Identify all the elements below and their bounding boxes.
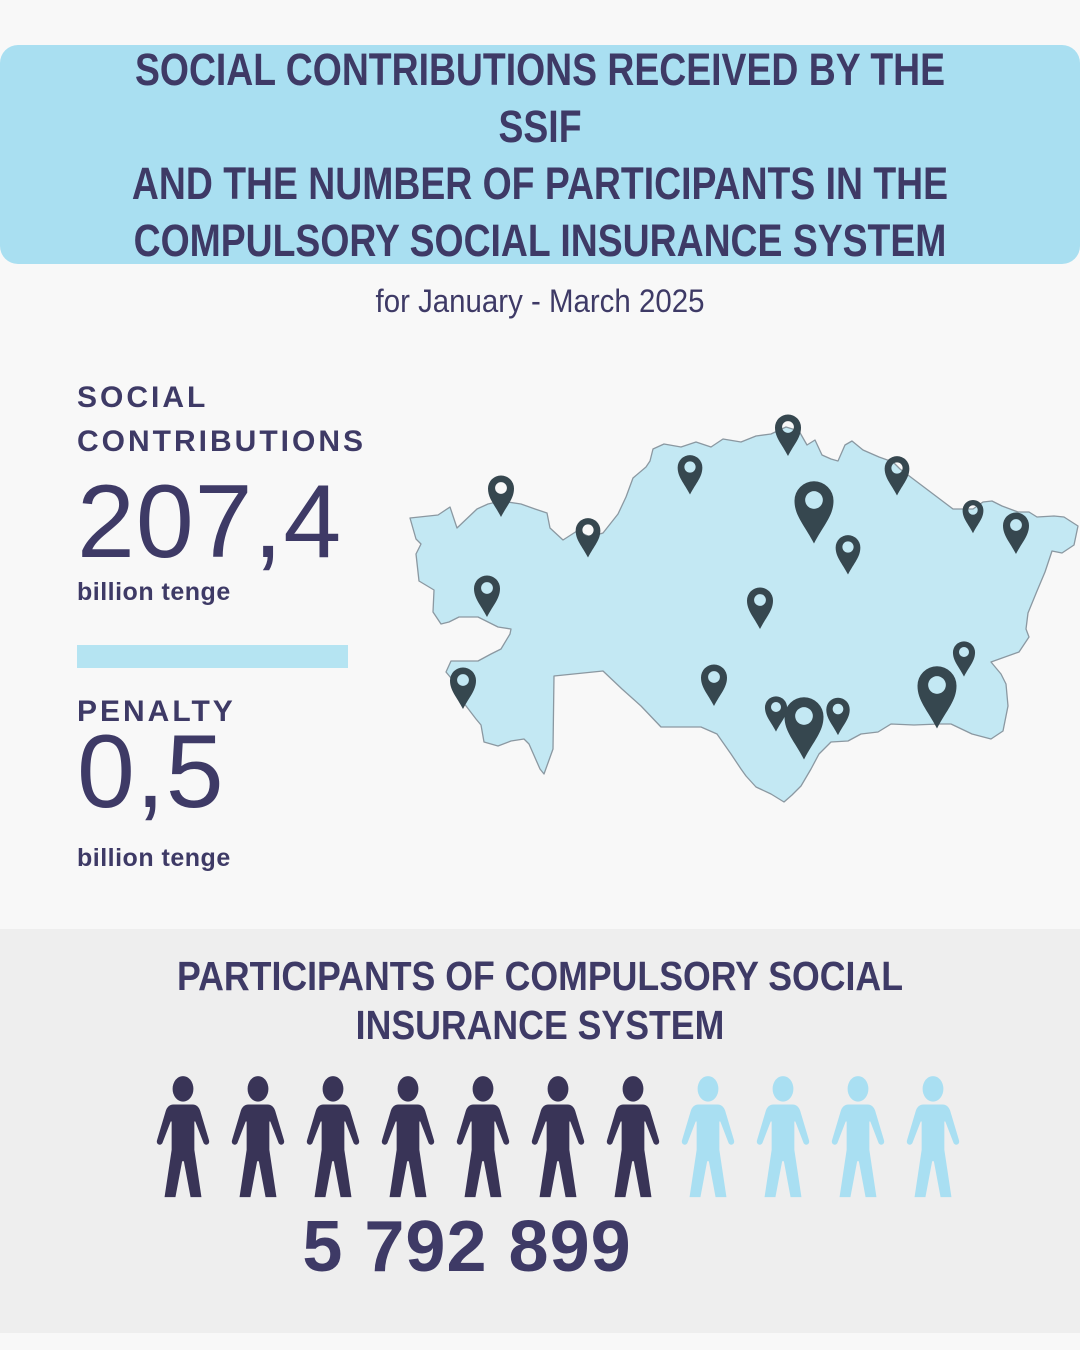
- map-marker-icon: [962, 500, 984, 534]
- person-icon: [456, 1076, 510, 1198]
- kazakhstan-map: [400, 395, 1080, 815]
- map-marker-icon: [701, 664, 727, 706]
- social-contributions-unit: billion tenge: [77, 578, 231, 607]
- page-title: SOCIAL CONTRIBUTIONS RECEIVED BY THE SSI…: [131, 43, 949, 266]
- divider-bar: [77, 645, 348, 669]
- person-icon: [681, 1076, 735, 1198]
- map-marker-icon: [835, 535, 861, 575]
- map-marker-icon: [794, 481, 834, 544]
- person-icon: [306, 1076, 360, 1198]
- map-marker-icon: [917, 666, 957, 729]
- person-icon: [831, 1076, 885, 1198]
- penalty-value: 0,5: [77, 714, 225, 831]
- person-icon: [606, 1076, 660, 1198]
- person-icon: [756, 1076, 810, 1198]
- person-icon: [531, 1076, 585, 1198]
- person-icon: [156, 1076, 210, 1198]
- person-icon: [231, 1076, 285, 1198]
- map-pins: [450, 414, 1029, 760]
- penalty-unit: billion tenge: [77, 844, 231, 873]
- participants-count: 5 792 899: [302, 1207, 632, 1287]
- map-marker-icon: [775, 414, 801, 456]
- map-marker-icon: [575, 518, 601, 558]
- map-marker-icon: [450, 667, 476, 709]
- social-contributions-label: SOCIAL CONTRIBUTIONS: [77, 381, 366, 458]
- person-icon: [906, 1076, 960, 1198]
- people-pictograph: [18, 1076, 1080, 1201]
- participants-title: PARTICIPANTS OF COMPULSORY SOCIAL INSURA…: [177, 953, 903, 1048]
- map-marker-icon: [677, 455, 703, 495]
- map-marker-icon: [1003, 512, 1029, 554]
- kazakhstan-outline: [409, 426, 1079, 803]
- report-period: for January - March 2025: [375, 283, 705, 319]
- map-marker-icon: [784, 697, 824, 760]
- kazakhstan-map-svg: [409, 414, 1079, 803]
- participants-section: PARTICIPANTS OF COMPULSORY SOCIAL INSURA…: [0, 929, 1080, 1333]
- header-band: SOCIAL CONTRIBUTIONS RECEIVED BY THE SSI…: [0, 44, 1080, 266]
- map-marker-icon: [826, 697, 850, 736]
- person-icon: [381, 1076, 435, 1198]
- map-marker-icon: [474, 575, 500, 617]
- map-marker-icon: [747, 587, 773, 629]
- penalty-label: PENALTY: [77, 695, 236, 729]
- map-marker-icon: [884, 456, 910, 496]
- map-marker-icon: [952, 641, 976, 677]
- social-contributions-value: 207,4: [77, 464, 343, 580]
- stats-panel: SOCIAL CONTRIBUTIONS 207,4 billion tenge…: [77, 376, 417, 873]
- map-marker-icon: [488, 475, 514, 517]
- map-marker-icon: [764, 696, 788, 732]
